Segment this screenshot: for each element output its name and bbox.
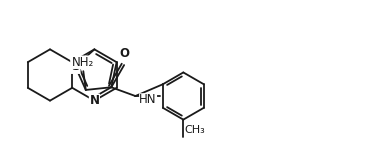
Text: CH₃: CH₃ xyxy=(185,125,206,135)
Text: N: N xyxy=(90,94,100,107)
Text: NH₂: NH₂ xyxy=(72,56,95,69)
Text: O: O xyxy=(119,47,129,60)
Text: HN: HN xyxy=(139,93,157,106)
Text: S: S xyxy=(71,60,80,73)
